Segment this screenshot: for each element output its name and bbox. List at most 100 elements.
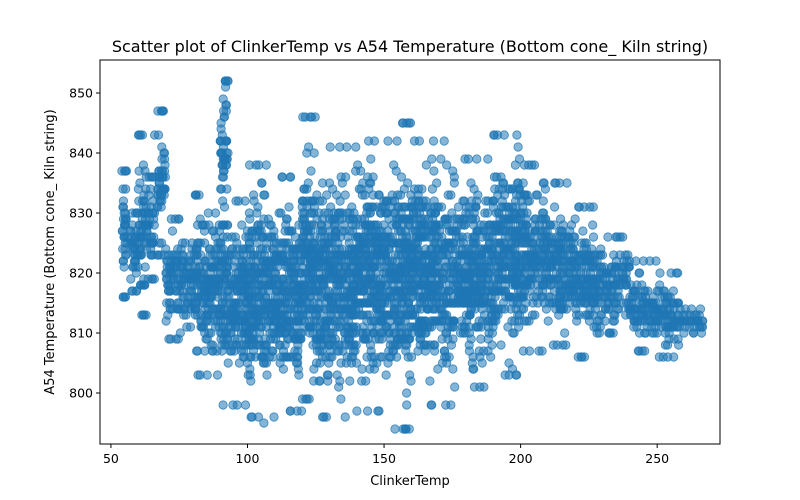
scatter-point	[327, 268, 338, 278]
scatter-point	[610, 262, 621, 272]
scatter-point	[301, 250, 311, 260]
scatter-point	[342, 142, 352, 152]
scatter-point	[169, 250, 179, 260]
scatter-point	[543, 316, 553, 326]
scatter-point	[549, 202, 560, 212]
scatter-point	[401, 388, 412, 398]
scatter-point	[228, 316, 238, 326]
scatter-point	[453, 292, 463, 302]
scatter-point	[221, 82, 231, 92]
scatter-point	[269, 412, 279, 422]
scatter-point	[165, 286, 176, 296]
scatter-point	[395, 334, 405, 344]
scatter-point	[460, 154, 470, 164]
scatter-point	[363, 136, 374, 146]
scatter-point	[246, 352, 256, 362]
scatter-point	[675, 304, 685, 314]
scatter-point	[527, 238, 538, 248]
scatter-point	[156, 202, 166, 212]
scatter-point	[580, 310, 591, 320]
scatter-point	[581, 292, 591, 302]
scatter-point	[357, 364, 367, 374]
scatter-point	[118, 202, 128, 212]
scatter-point	[150, 130, 160, 140]
scatter-point	[259, 418, 269, 428]
scatter-point	[532, 268, 543, 278]
scatter-point	[340, 190, 350, 200]
scatter-point	[578, 226, 588, 236]
scatter-point	[351, 142, 361, 152]
scatter-point	[218, 400, 228, 410]
scatter-point	[222, 232, 232, 242]
scatter-point	[193, 370, 203, 380]
scatter-point	[588, 262, 598, 272]
scatter-point	[473, 226, 483, 236]
scatter-point	[330, 214, 340, 224]
scatter-point	[575, 250, 585, 260]
scatter-point	[195, 214, 205, 224]
scatter-point	[229, 346, 239, 356]
scatter-point	[317, 196, 327, 206]
scatter-point	[249, 190, 259, 200]
scatter-point	[178, 292, 188, 302]
scatter-point	[477, 286, 487, 296]
scatter-point	[499, 130, 509, 140]
scatter-point	[276, 208, 286, 218]
x-axis-ticks: 50 100 150 200 250	[103, 444, 669, 466]
scatter-point	[218, 298, 228, 308]
scatter-point	[490, 286, 500, 296]
scatter-point	[226, 274, 236, 284]
scatter-point	[577, 280, 587, 290]
scatter-point	[501, 292, 511, 302]
scatter-point	[237, 220, 247, 230]
scatter-point	[507, 244, 517, 254]
scatter-point	[429, 166, 439, 176]
scatter-point	[336, 226, 347, 236]
x-tick-label: 200	[509, 451, 533, 466]
scatter-point	[166, 262, 176, 272]
scatter-point	[270, 304, 280, 314]
scatter-point	[366, 316, 377, 326]
scatter-point	[272, 262, 283, 272]
scatter-point	[439, 136, 449, 146]
x-tick-label: 150	[372, 451, 396, 466]
scatter-point	[257, 178, 267, 188]
scatter-point	[321, 412, 331, 422]
scatter-point	[556, 256, 566, 266]
scatter-point	[548, 340, 559, 350]
scatter-point	[194, 262, 204, 272]
scatter-point	[223, 286, 233, 296]
scatter-point	[651, 256, 661, 266]
scatter-point	[149, 220, 159, 230]
scatter-point	[182, 322, 192, 332]
y-axis-label: A54 Temperature (Bottom cone_ Kiln strin…	[43, 109, 58, 394]
scatter-point	[249, 262, 259, 272]
scatter-point	[397, 202, 407, 212]
scatter-point	[483, 154, 493, 164]
scatter-point	[371, 274, 381, 284]
scatter-point	[283, 238, 294, 248]
scatter-point	[277, 172, 288, 182]
scatter-point	[428, 136, 439, 146]
scatter-point	[234, 196, 244, 206]
scatter-point	[447, 256, 458, 266]
scatter-point	[343, 232, 353, 242]
scatter-point	[135, 178, 145, 188]
y-tick-label: 830	[69, 206, 93, 221]
scatter-point	[588, 220, 598, 230]
scatter-point	[221, 160, 231, 170]
scatter-point	[317, 346, 327, 356]
scatter-point	[407, 196, 417, 206]
scatter-point	[178, 268, 188, 278]
scatter-point	[315, 376, 325, 386]
scatter-point	[377, 328, 387, 338]
scatter-point	[245, 160, 255, 170]
scatter-point	[156, 166, 167, 176]
scatter-point	[482, 256, 492, 266]
scatter-point	[299, 184, 309, 194]
scatter-point	[284, 202, 294, 212]
scatter-point	[219, 112, 229, 122]
scatter-point	[400, 316, 410, 326]
scatter-point	[432, 178, 442, 188]
scatter-point	[513, 142, 523, 152]
